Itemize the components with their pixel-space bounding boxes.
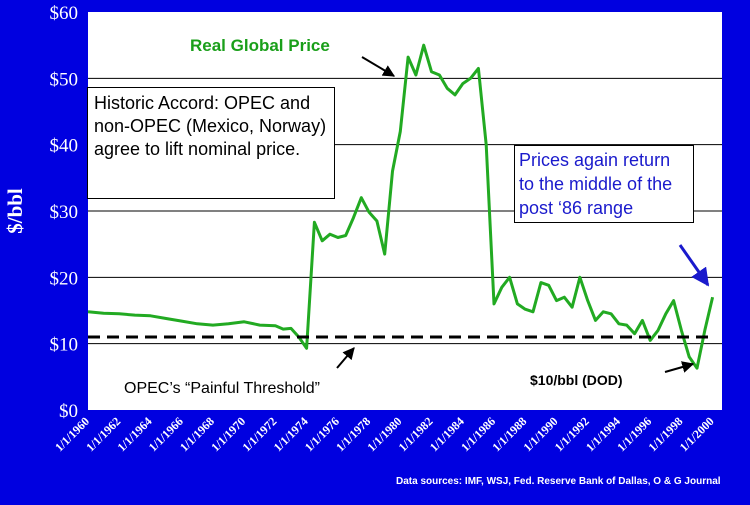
real-global-price-line [87,43,715,370]
y-tick-label: $10 [50,335,79,356]
x-tick-label: 1/1/2000 [677,414,717,454]
series-label-real-global-price: Real Global Price [190,36,330,56]
data-source-note: Data sources: IMF, WSJ, Fed. Reserve Ban… [396,476,721,487]
y-tick-label: $40 [50,136,79,157]
series-lines [87,43,715,370]
y-tick-label: $60 [50,3,79,24]
historic-accord-annotation: Historic Accord: OPEC and non-OPEC (Mexi… [87,87,335,199]
y-tick-label: $0 [59,401,78,422]
annotation-arrows [336,56,710,373]
y-tick-label: $30 [50,202,79,223]
y-tick-label: $20 [50,268,79,289]
prices-return-arrow [678,244,710,287]
series-label-arrow [361,56,396,77]
dod-label: $10/bbl (DOD) [530,372,623,388]
prices-return-annotation: Prices again return to the middle of the… [514,145,694,223]
dod-arrow [664,361,695,373]
y-axis-label: $/bbl [3,188,27,234]
y-tick-label: $50 [50,69,79,90]
painful-threshold-label: OPEC’s “Painful Threshold” [124,380,320,398]
threshold-arrow [336,347,355,369]
